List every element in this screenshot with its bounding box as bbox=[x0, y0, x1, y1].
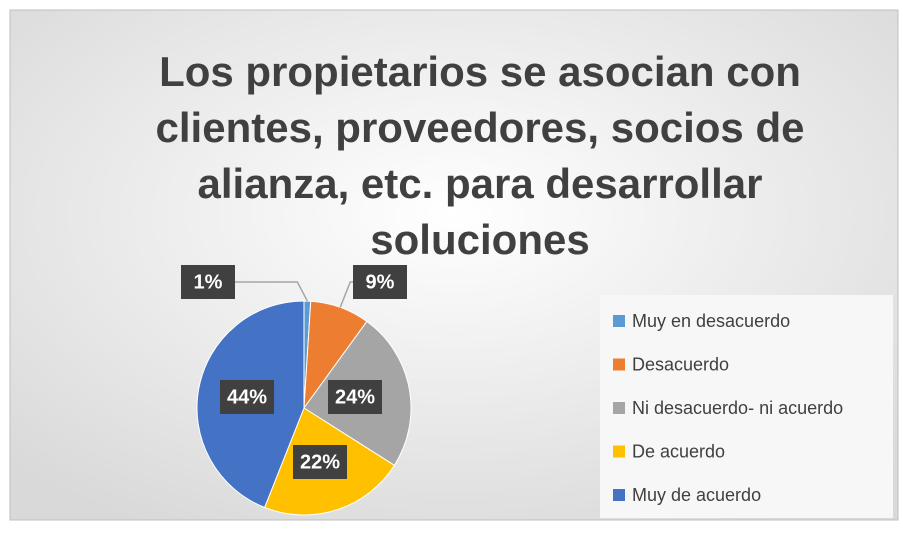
legend-swatch bbox=[613, 402, 625, 414]
legend-label: Muy en desacuerdo bbox=[632, 311, 790, 331]
data-label: 9% bbox=[366, 271, 395, 293]
legend-swatch bbox=[613, 315, 625, 327]
data-label: 22% bbox=[300, 451, 340, 473]
legend-label: Desacuerdo bbox=[632, 354, 729, 374]
data-label-box bbox=[181, 265, 235, 299]
data-label: 44% bbox=[227, 386, 267, 408]
data-label-box bbox=[328, 380, 382, 414]
chart-title: Los propietarios se asocian con clientes,… bbox=[156, 48, 805, 263]
legend-label: De acuerdo bbox=[632, 441, 725, 461]
data-label: 24% bbox=[335, 386, 375, 408]
data-label-box bbox=[353, 265, 407, 299]
data-label-box bbox=[293, 445, 347, 479]
legend-label: Ni desacuerdo- ni acuerdo bbox=[632, 398, 843, 418]
data-label: 1% bbox=[194, 271, 223, 293]
legend-swatch bbox=[613, 358, 625, 371]
leader-line bbox=[339, 281, 354, 308]
legend-label: Muy de acuerdo bbox=[632, 485, 761, 505]
legend-box bbox=[600, 295, 893, 518]
data-label-box bbox=[220, 380, 274, 414]
legend-swatch bbox=[613, 489, 625, 501]
legend-swatch bbox=[613, 445, 625, 458]
leader-line bbox=[234, 281, 309, 302]
